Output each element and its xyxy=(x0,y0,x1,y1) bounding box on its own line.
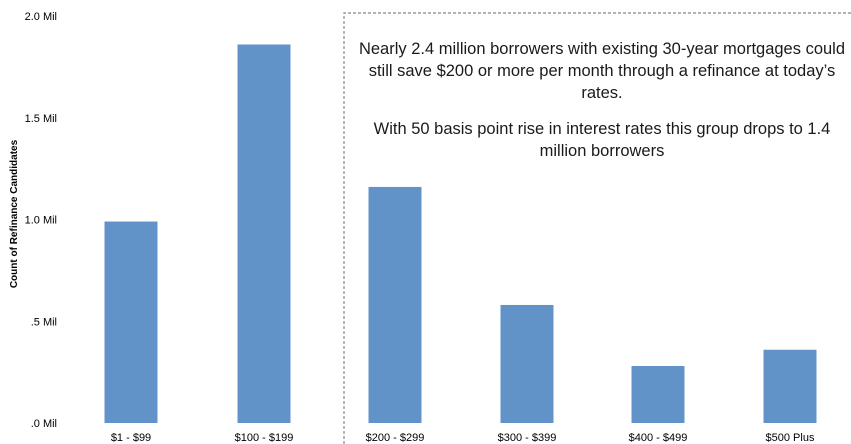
y-tick-label: .0 Mil xyxy=(31,418,57,430)
bar-5 xyxy=(631,366,685,423)
x-tick-label: $1 - $99 xyxy=(111,432,151,444)
y-tick-labels: .0 Mil .5 Mil 1.0 Mil 1.5 Mil 2.0 Mil xyxy=(25,11,57,430)
y-tick-label: 2.0 Mil xyxy=(25,11,57,23)
x-tick-label: $400 - $499 xyxy=(629,432,688,444)
y-tick-label: 1.0 Mil xyxy=(25,215,57,227)
bar-2 xyxy=(237,44,291,424)
x-tick-label: $500 Plus xyxy=(766,432,815,444)
bar-3 xyxy=(368,186,422,423)
highlight-box-border xyxy=(343,12,851,444)
x-tick-label: $100 - $199 xyxy=(235,432,294,444)
x-tick-label: $200 - $299 xyxy=(366,432,425,444)
bar-4 xyxy=(500,304,554,423)
highlight-box xyxy=(343,12,851,444)
bar-1 xyxy=(104,221,158,423)
x-tick-label: $300 - $399 xyxy=(498,432,557,444)
bars-group xyxy=(104,44,817,424)
x-tick-labels: $1 - $99 $100 - $199 $200 - $299 $300 - $39… xyxy=(111,432,815,444)
annotation-line-1: Nearly 2.4 million borrowers with existi… xyxy=(358,40,846,102)
annotation-line-2: With 50 basis point rise in interest rat… xyxy=(373,120,831,160)
y-axis-label: Count of Refinance Candidates xyxy=(9,139,20,288)
bar-6 xyxy=(763,349,817,423)
y-tick-label: 1.5 Mil xyxy=(25,113,57,125)
annotation-text: Nearly 2.4 million borrowers with existi… xyxy=(352,38,851,162)
y-tick-label: .5 Mil xyxy=(31,316,57,328)
